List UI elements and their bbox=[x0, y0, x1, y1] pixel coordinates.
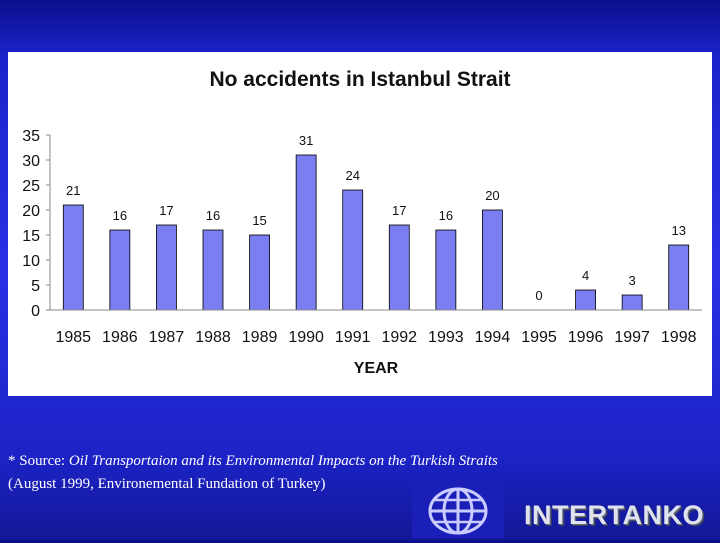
x-tick-label-1987: 1987 bbox=[149, 329, 185, 346]
source-title: Oil Transportaion and its Environmental … bbox=[68, 453, 498, 469]
data-label-1993: 16 bbox=[439, 208, 453, 223]
y-tick-label: 15 bbox=[22, 228, 40, 245]
y-tick-label: 20 bbox=[22, 203, 40, 220]
bar-1998 bbox=[668, 244, 690, 311]
x-axis: 1985 1986 1987 1988 1989 1990 1991 1992 1993 1994… bbox=[50, 309, 702, 346]
bar-1987 bbox=[156, 224, 177, 311]
y-tick-label: 10 bbox=[22, 253, 40, 270]
data-label-1985: 21 bbox=[66, 183, 80, 198]
data-label-1988: 16 bbox=[206, 208, 220, 223]
x-tick-label-1986: 1986 bbox=[102, 329, 138, 346]
bar-1992 bbox=[388, 224, 410, 311]
x-tick-label-1988: 1988 bbox=[195, 329, 231, 346]
bar-1994 bbox=[482, 209, 503, 311]
bar-1990 bbox=[295, 154, 317, 311]
y-tick-label: 25 bbox=[22, 178, 40, 195]
x-tick-label-1985: 1985 bbox=[55, 329, 91, 346]
y-tick-label: 0 bbox=[31, 303, 40, 320]
bar-1997 bbox=[621, 294, 643, 311]
x-tick-label-1998: 1998 bbox=[661, 329, 697, 346]
bar-1989 bbox=[249, 234, 270, 311]
data-label-1989: 15 bbox=[252, 213, 266, 228]
data-label-1995: 0 bbox=[535, 288, 542, 303]
x-tick-label-1995: 1995 bbox=[521, 329, 557, 346]
y-tick-label: 5 bbox=[31, 278, 40, 295]
x-axis-label: YEAR bbox=[354, 360, 399, 377]
data-label-1996: 4 bbox=[582, 268, 589, 283]
x-tick-label-1989: 1989 bbox=[242, 329, 278, 346]
globe-icon bbox=[428, 487, 488, 535]
data-label-1997: 3 bbox=[629, 273, 636, 288]
x-tick-label-1993: 1993 bbox=[428, 329, 464, 346]
intertanko-logo-text: INTERTANKO bbox=[524, 500, 704, 530]
chart-title: No accidents in Istanbul Strait bbox=[209, 68, 511, 91]
bar-1988 bbox=[202, 229, 224, 311]
x-tick-label-1996: 1996 bbox=[568, 329, 604, 346]
data-label-1990: 31 bbox=[299, 133, 313, 148]
x-tick-label-1994: 1994 bbox=[475, 329, 511, 346]
source-prefix: * Source: bbox=[8, 453, 69, 469]
bar-chart: 0 5 10 15 20 25 30 35 21 16 17 16 15 31 24 17 16 20 0 4 3 13… bbox=[22, 128, 702, 377]
bars-group: 21 16 17 16 15 31 24 17 16 20 0 4 3 13 bbox=[62, 133, 690, 311]
data-label-1998: 13 bbox=[671, 223, 685, 238]
y-tick-label: 30 bbox=[22, 153, 40, 170]
bar-1996 bbox=[575, 289, 596, 311]
x-tick-label-1990: 1990 bbox=[288, 329, 324, 346]
source-citation: * Source: Oil Transportaion and its Envi… bbox=[8, 450, 498, 496]
bar-1993 bbox=[435, 229, 457, 311]
x-tick-label-1997: 1997 bbox=[614, 329, 650, 346]
x-tick-label-1992: 1992 bbox=[381, 329, 417, 346]
y-axis: 0 5 10 15 20 25 30 35 bbox=[22, 128, 51, 320]
y-tick-label: 35 bbox=[22, 128, 40, 145]
data-label-1987: 17 bbox=[159, 203, 173, 218]
bar-1991 bbox=[342, 189, 364, 311]
x-tick-label-1991: 1991 bbox=[335, 329, 371, 346]
data-label-1986: 16 bbox=[113, 208, 127, 223]
data-label-1992: 17 bbox=[392, 203, 406, 218]
data-label-1994: 20 bbox=[485, 188, 499, 203]
data-label-1991: 24 bbox=[345, 168, 359, 183]
source-detail: (August 1999, Environemental Fundation o… bbox=[8, 476, 326, 492]
globe-logo bbox=[412, 484, 504, 538]
bar-1985 bbox=[62, 204, 84, 311]
bar-1986 bbox=[109, 229, 131, 311]
